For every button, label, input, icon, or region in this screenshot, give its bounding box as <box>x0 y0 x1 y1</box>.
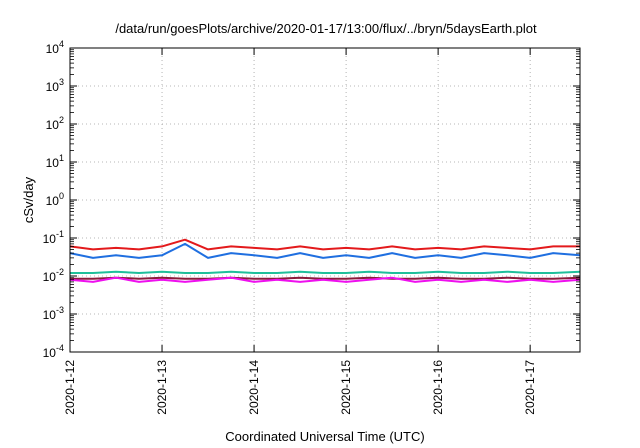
y-tick-label: 104 <box>46 39 64 56</box>
x-tick-label: 2020-1-13 <box>155 360 169 415</box>
series-line-blue <box>69 242 581 259</box>
y-axis-label: cSv/day <box>21 176 36 223</box>
series-line-darkred <box>70 276 581 280</box>
grid <box>70 48 580 352</box>
x-tick-label: 2020-1-17 <box>523 360 537 415</box>
chart-title: /data/run/goesPlots/archive/2020-01-17/1… <box>115 21 537 36</box>
x-axis-label: Coordinated Universal Time (UTC) <box>225 429 424 444</box>
y-tick-label: 100 <box>46 191 64 208</box>
x-axis: 2020-1-12 2020-1-13 2020-1-14 2020-1-15 2020… <box>63 48 537 415</box>
y-tick-label: 10-3 <box>43 305 64 322</box>
y-tick-label: 102 <box>46 115 64 132</box>
y-tick-label: 10-1 <box>43 229 64 246</box>
x-tick-label: 2020-1-15 <box>339 360 353 415</box>
y-tick-label: 10-2 <box>43 267 64 284</box>
x-tick-label: 2020-1-12 <box>63 360 77 415</box>
x-tick-label: 2020-1-14 <box>247 360 261 415</box>
series-line-magenta <box>69 276 581 283</box>
x-tick-label: 2020-1-16 <box>431 360 445 415</box>
series-layer <box>69 238 581 283</box>
y-tick-label: 10-4 <box>43 343 64 360</box>
y-tick-label: 101 <box>46 153 64 170</box>
series-line-red <box>69 238 580 251</box>
y-tick-label: 103 <box>46 77 64 94</box>
series-line-teal <box>70 270 581 274</box>
y-axis: 10-4 10-3 10-2 10-1 100 101 102 103 104 <box>43 39 580 360</box>
